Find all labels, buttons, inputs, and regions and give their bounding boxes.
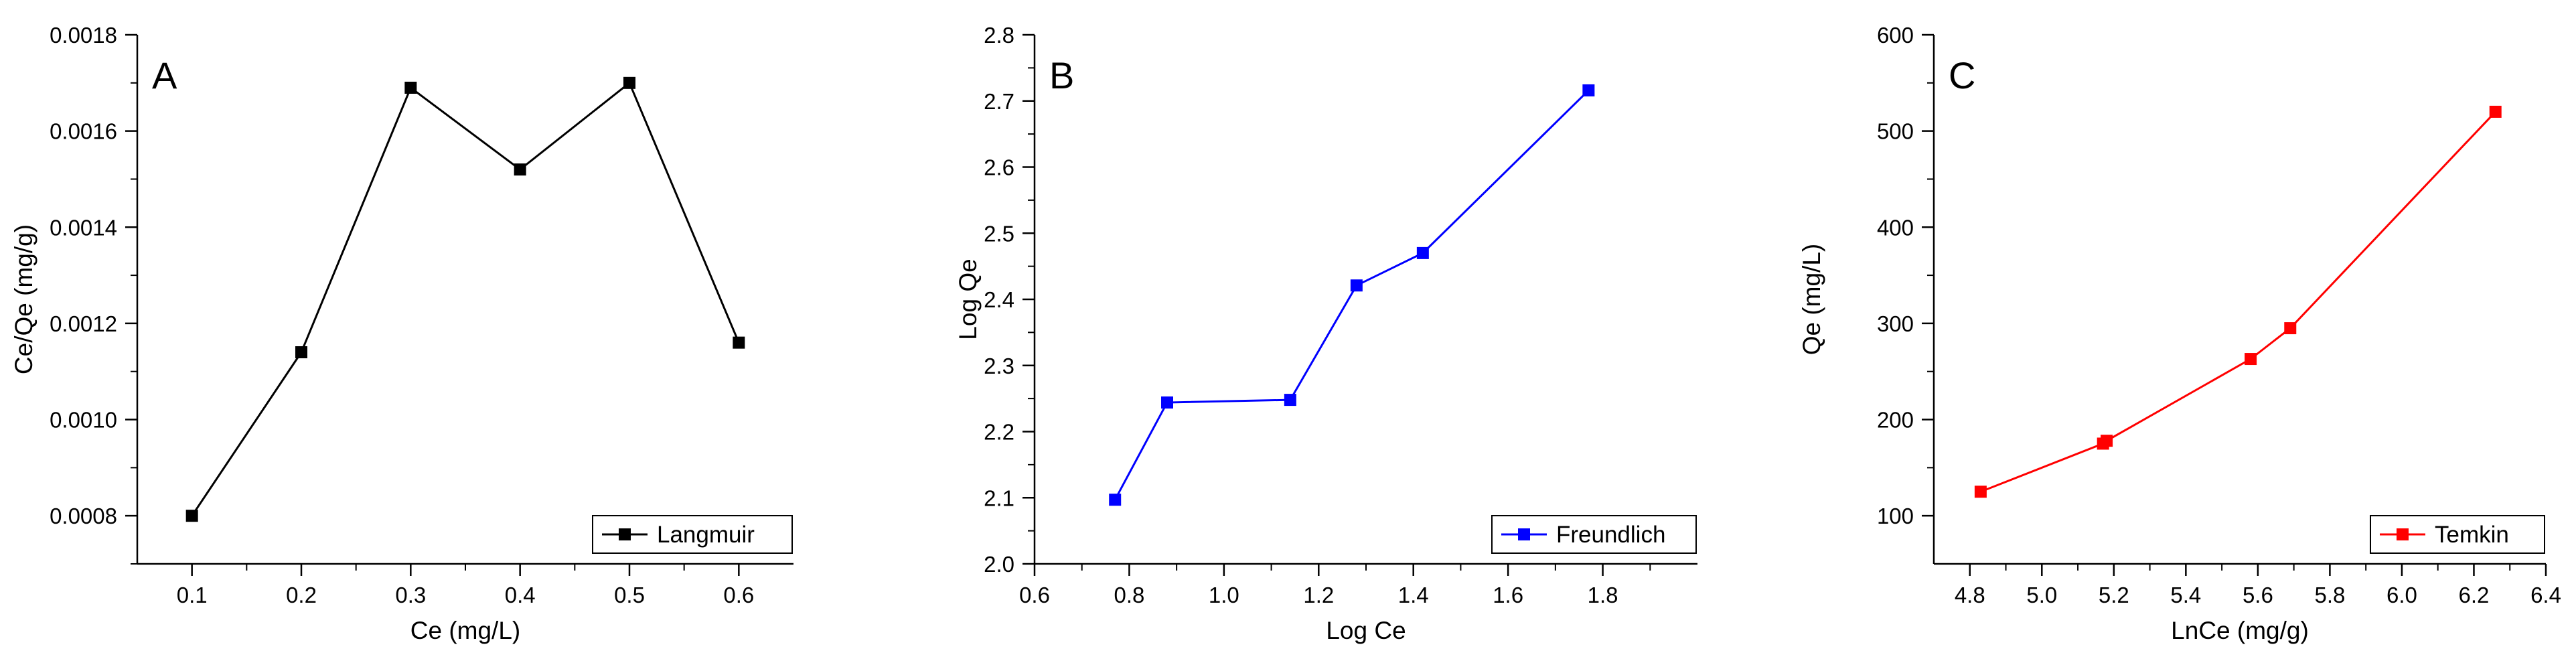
- x-tick-label: 5.8: [2314, 583, 2345, 607]
- data-point: [185, 510, 198, 522]
- legend-label: Langmuir: [657, 522, 755, 548]
- x-axis-label: LnCe (mg/g): [2171, 617, 2309, 644]
- series-line: [1114, 89, 1590, 500]
- y-tick-label: 400: [1877, 215, 1914, 240]
- series-line: [1980, 110, 2496, 493]
- y-tick-label: 0.0010: [50, 408, 117, 433]
- data-point: [623, 76, 635, 89]
- y-axis-label: Log Qe: [954, 258, 982, 340]
- y-tick-label: 2.6: [984, 155, 1014, 180]
- y-axis-label: Qe (mg/L): [1798, 244, 1825, 356]
- x-tick-label: 6.2: [2459, 583, 2490, 607]
- x-tick-label: 5.6: [2243, 583, 2273, 607]
- panel-a: 0.1 0.2 0.3 0.4 0.5 0.6 0.0008 0.0010 0.0012 0.00…: [10, 23, 793, 644]
- x-tick-label: 0.2: [286, 583, 317, 607]
- x-tick-label: 5.0: [2026, 583, 2057, 607]
- x-tick-label: 0.8: [1114, 583, 1144, 607]
- data-point: [733, 336, 745, 349]
- y-tick-label: 200: [1877, 408, 1914, 433]
- x-tick-label: 1.2: [1303, 583, 1334, 607]
- data-point: [2489, 105, 2502, 118]
- panel-c: 4.8 5.0 5.2 5.4 5.6 5.8 6.0 6.2 6.4 100 200 300 400 5…: [1798, 23, 2561, 644]
- data-point: [404, 82, 417, 94]
- y-tick-label: 0.0018: [50, 23, 117, 48]
- panel-label: C: [1949, 54, 1975, 96]
- data-point: [295, 346, 307, 358]
- y-tick-label: 100: [1877, 504, 1914, 528]
- y-tick-label: 0.0012: [50, 311, 117, 336]
- panel-label: A: [152, 54, 177, 96]
- y-tick-label: 2.2: [984, 420, 1014, 445]
- data-point: [2245, 353, 2257, 366]
- y-tick-label: 2.3: [984, 354, 1014, 378]
- y-axis-label: Ce/Qe (mg/g): [10, 224, 37, 374]
- data-point: [1109, 494, 1122, 506]
- data-point: [1416, 246, 1429, 259]
- y-tick-label: 2.8: [984, 23, 1014, 48]
- x-tick-label: 1.8: [1588, 583, 1618, 607]
- y-tick-label: 0.0008: [50, 504, 117, 528]
- x-tick-label: 4.8: [1955, 583, 1985, 607]
- x-tick-label: 1.0: [1209, 583, 1239, 607]
- y-tick-label: 0.0016: [50, 119, 117, 144]
- x-tick-label: 5.4: [2170, 583, 2201, 607]
- x-tick-label: 0.1: [177, 583, 208, 607]
- x-tick-label: 6.4: [2530, 583, 2561, 607]
- x-tick-label: 1.6: [1493, 583, 1523, 607]
- y-tick-label: 600: [1877, 23, 1914, 48]
- x-tick-label: 0.6: [1019, 583, 1050, 607]
- y-tick-label: 0.0014: [50, 215, 117, 240]
- y-tick-label: 2.7: [984, 89, 1014, 114]
- data-point: [1350, 279, 1363, 292]
- panel-b: 0.6 0.8 1.0 1.2 1.4 1.6 1.8 2.0 2.1 2.2 2.3 2.4 2.5 2…: [954, 23, 1697, 644]
- panel-label: B: [1049, 54, 1074, 96]
- legend-marker: [2397, 528, 2409, 540]
- y-tick-label: 2.0: [984, 552, 1014, 577]
- data-point: [1582, 84, 1595, 96]
- legend-marker: [619, 528, 631, 540]
- data-point: [1284, 394, 1296, 406]
- series-line: [191, 81, 740, 517]
- data-point: [2284, 322, 2297, 335]
- x-tick-label: 6.0: [2386, 583, 2417, 607]
- x-tick-label: 0.6: [723, 583, 754, 607]
- y-tick-label: 2.5: [984, 221, 1014, 246]
- x-tick-label: 1.4: [1398, 583, 1429, 607]
- x-tick-label: 0.5: [614, 583, 645, 607]
- y-tick-label: 2.1: [984, 486, 1014, 510]
- data-point: [1161, 396, 1173, 409]
- legend-label: Freundlich: [1556, 522, 1665, 548]
- legend-marker: [1518, 528, 1530, 540]
- x-axis-label: Ce (mg/L): [410, 617, 520, 644]
- y-tick-label: 300: [1877, 311, 1914, 336]
- y-tick-label: 500: [1877, 119, 1914, 144]
- x-tick-label: 0.4: [505, 583, 536, 607]
- y-tick-label: 2.4: [984, 287, 1014, 312]
- data-point: [514, 163, 526, 176]
- x-tick-label: 5.2: [2099, 583, 2129, 607]
- x-axis-label: Log Ce: [1326, 617, 1406, 644]
- data-point: [1974, 486, 1987, 498]
- data-point: [2101, 435, 2113, 447]
- legend-label: Temkin: [2435, 522, 2509, 548]
- x-tick-label: 0.3: [395, 583, 426, 607]
